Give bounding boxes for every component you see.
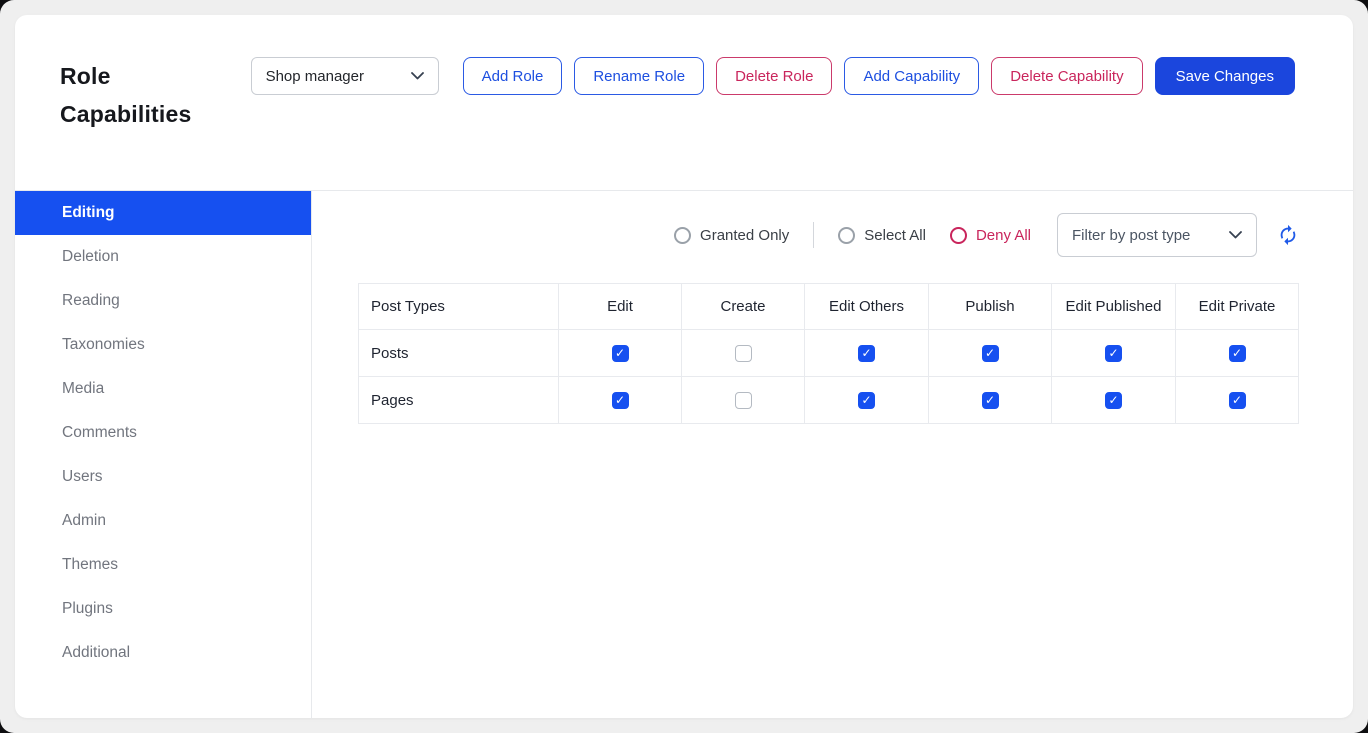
sidebar: Editing Deletion Reading Taxonomies Medi… bbox=[15, 191, 312, 718]
page-title: Role Capabilities bbox=[60, 63, 192, 127]
add-role-button[interactable]: Add Role bbox=[462, 57, 563, 95]
post-type-filter-select[interactable]: Filter by post type bbox=[1057, 213, 1257, 257]
sidebar-item-media[interactable]: Media bbox=[62, 380, 105, 397]
select-all-label: Select All bbox=[864, 226, 926, 244]
pages-create-checkbox[interactable] bbox=[734, 391, 752, 409]
radio-icon bbox=[838, 226, 856, 244]
main-panel: Granted Only Select All Deny All Filter … bbox=[312, 191, 1353, 718]
sidebar-item-comments[interactable]: Comments bbox=[62, 424, 137, 441]
pages-edit-others-checkbox[interactable] bbox=[858, 391, 875, 409]
posts-publish-checkbox[interactable] bbox=[981, 344, 999, 362]
column-create: Create bbox=[681, 283, 805, 330]
posts-edit-others-checkbox[interactable] bbox=[858, 344, 875, 362]
post-type-filter-value: Filter by post type bbox=[1072, 226, 1191, 244]
radio-icon bbox=[674, 226, 692, 244]
granted-only-radio[interactable]: Granted Only bbox=[674, 226, 790, 244]
table-row-posts: Posts bbox=[358, 329, 1299, 377]
filter-row: Granted Only Select All Deny All Filter … bbox=[358, 213, 1299, 257]
role-capabilities-card: Role Capabilities Shop manager Add Role … bbox=[15, 15, 1353, 718]
sidebar-item-additional[interactable]: Additional bbox=[62, 644, 131, 661]
pages-publish-checkbox[interactable] bbox=[981, 391, 999, 409]
posts-create-checkbox[interactable] bbox=[734, 344, 752, 362]
add-capability-button[interactable]: Add Capability bbox=[844, 57, 980, 95]
posts-edit-published-checkbox[interactable] bbox=[1105, 344, 1122, 362]
sidebar-item-reading[interactable]: Reading bbox=[62, 292, 120, 309]
role-select[interactable]: Shop manager bbox=[250, 57, 439, 95]
deny-all-radio[interactable]: Deny All bbox=[949, 226, 1031, 244]
sidebar-item-taxonomies[interactable]: Taxonomies bbox=[62, 336, 145, 353]
sidebar-item-editing[interactable]: Editing bbox=[15, 191, 311, 235]
capabilities-table: Post Types Edit Create Edit Others Publi… bbox=[358, 283, 1299, 424]
granted-only-label: Granted Only bbox=[700, 226, 790, 244]
sidebar-item-plugins[interactable]: Plugins bbox=[62, 600, 113, 617]
deny-all-label: Deny All bbox=[975, 226, 1031, 244]
table-row-pages: Pages bbox=[358, 376, 1299, 424]
delete-role-button[interactable]: Delete Role bbox=[716, 57, 833, 95]
sidebar-item-admin[interactable]: Admin bbox=[62, 512, 106, 529]
select-all-radio[interactable]: Select All bbox=[838, 226, 926, 244]
posts-edit-checkbox[interactable] bbox=[611, 344, 629, 362]
table-header-row: Post Types Edit Create Edit Others Publi… bbox=[358, 283, 1299, 330]
sidebar-item-users[interactable]: Users bbox=[62, 468, 103, 485]
vertical-divider bbox=[813, 222, 815, 248]
sidebar-item-deletion[interactable]: Deletion bbox=[62, 248, 119, 265]
column-edit-published: Edit Published bbox=[1051, 283, 1176, 330]
chevron-down-icon bbox=[410, 72, 424, 80]
column-edit-others: Edit Others bbox=[804, 283, 929, 330]
pages-edit-private-checkbox[interactable] bbox=[1228, 391, 1246, 409]
chevron-down-icon bbox=[1229, 231, 1242, 239]
row-label: Pages bbox=[358, 376, 559, 424]
delete-capability-button[interactable]: Delete Capability bbox=[991, 57, 1143, 95]
posts-edit-private-checkbox[interactable] bbox=[1228, 344, 1246, 362]
pages-edit-checkbox[interactable] bbox=[611, 391, 629, 409]
column-post-types: Post Types bbox=[358, 283, 559, 330]
column-edit-private: Edit Private bbox=[1175, 283, 1299, 330]
row-label: Posts bbox=[358, 329, 559, 377]
sidebar-item-themes[interactable]: Themes bbox=[62, 556, 118, 573]
refresh-button[interactable] bbox=[1277, 224, 1299, 246]
rename-role-button[interactable]: Rename Role bbox=[574, 57, 705, 95]
pages-edit-published-checkbox[interactable] bbox=[1105, 391, 1122, 409]
radio-icon bbox=[949, 226, 967, 244]
content: Editing Deletion Reading Taxonomies Medi… bbox=[15, 190, 1353, 718]
sync-icon bbox=[1280, 224, 1296, 246]
save-changes-button[interactable]: Save Changes bbox=[1154, 57, 1295, 95]
header: Role Capabilities Shop manager Add Role … bbox=[15, 15, 1353, 190]
column-edit: Edit bbox=[558, 283, 682, 330]
column-publish: Publish bbox=[928, 283, 1052, 330]
role-select-value: Shop manager bbox=[265, 67, 364, 85]
